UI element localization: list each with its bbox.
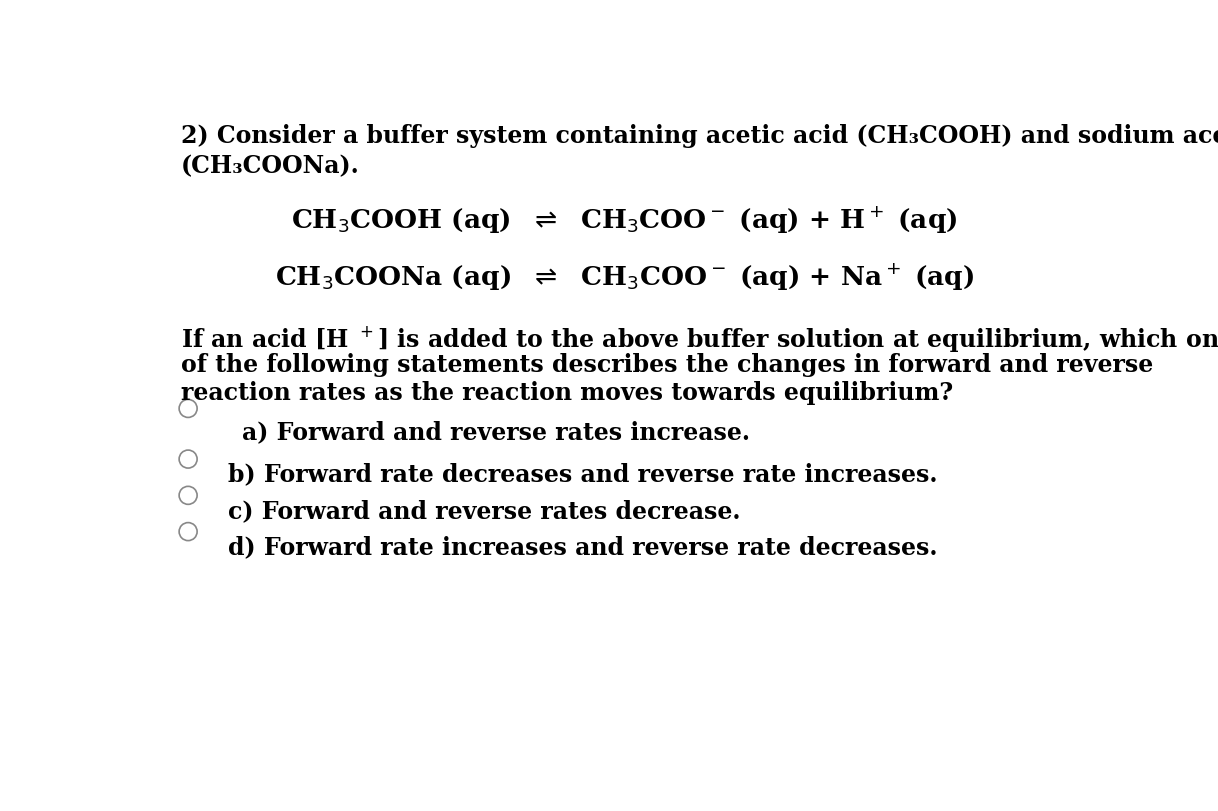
Text: CH$_3$COOH (aq)  $\rightleftharpoons$  CH$_3$COO$^-$ (aq) + H$^+$ (aq): CH$_3$COOH (aq) $\rightleftharpoons$ CH$… (291, 204, 957, 236)
Text: d) Forward rate increases and reverse rate decreases.: d) Forward rate increases and reverse ra… (228, 534, 938, 559)
Text: CH$_3$COONa (aq)  $\rightleftharpoons$  CH$_3$COO$^-$ (aq) + Na$^+$ (aq): CH$_3$COONa (aq) $\rightleftharpoons$ CH… (275, 261, 973, 292)
Text: (CH₃COONa).: (CH₃COONa). (180, 153, 359, 178)
Text: 2) Consider a buffer system containing acetic acid (CH₃COOH) and sodium acetate: 2) Consider a buffer system containing a… (180, 123, 1218, 148)
Text: reaction rates as the reaction moves towards equilibrium?: reaction rates as the reaction moves tow… (180, 381, 952, 405)
Text: of the following statements describes the changes in forward and reverse: of the following statements describes th… (180, 352, 1152, 376)
Text: b) Forward rate decreases and reverse rate increases.: b) Forward rate decreases and reverse ra… (228, 462, 938, 486)
Text: If an acid [H $^+$] is added to the above buffer solution at equilibrium, which : If an acid [H $^+$] is added to the abov… (180, 324, 1218, 354)
Text: a) Forward and reverse rates increase.: a) Forward and reverse rates increase. (242, 419, 750, 444)
Text: c) Forward and reverse rates decrease.: c) Forward and reverse rates decrease. (228, 498, 741, 522)
